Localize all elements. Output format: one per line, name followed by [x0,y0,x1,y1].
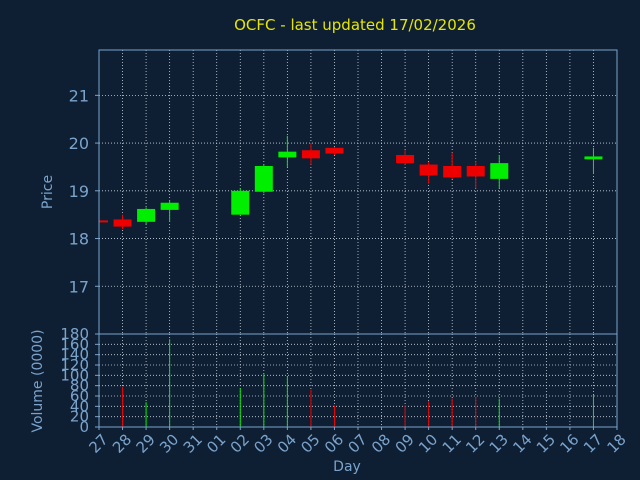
x-tick-label: 14 [509,431,535,457]
x-tick-label: 11 [439,431,465,457]
candle-body [466,165,485,177]
price-tick-label: 18 [69,230,89,249]
x-tick-label: 13 [486,431,512,457]
volume-axis-label: Volume (0000) [30,329,46,432]
x-tick-label: 12 [462,431,488,457]
price-grid [99,50,617,334]
x-tick-label: 05 [297,431,323,457]
volume-tick-label: 160 [60,335,89,353]
volume-tick-label: 40 [70,397,89,415]
x-tick-label: 01 [203,431,229,457]
price-panel: 17 18 19 20 21 Price [40,49,618,335]
candle-body [254,165,273,192]
x-tick-label: 06 [321,431,347,457]
x-tick-label: 31 [180,431,206,457]
candle-body [160,202,179,210]
candle-body [99,220,108,223]
volume-tick-label: 20 [70,408,89,426]
x-tick-label: 15 [533,431,559,457]
x-tick-label: 07 [344,431,370,457]
candle-body [419,164,438,176]
x-tick-label: 02 [227,431,253,457]
price-y-ticks: 17 18 19 20 21 [69,86,99,296]
x-tick-label: 29 [133,431,159,457]
candle-body [584,156,603,160]
chart-title: OCFC - last updated 17/02/2026 [234,16,476,34]
volume-bars [122,339,594,427]
volume-tick-label: 140 [60,346,89,364]
volume-tick-label: 100 [60,366,89,384]
price-tick-label: 21 [69,86,89,105]
volume-tick-label: 60 [70,387,89,405]
x-tick-label: 18 [603,431,629,457]
candle-body [396,155,415,164]
x-tick-label: 03 [250,431,276,457]
candle-body [137,208,156,222]
price-candles [98,135,603,229]
price-tick-label: 17 [69,277,89,296]
x-axis-ticks: 2728293031010203040506070809101112131415… [85,427,630,457]
candle-body [301,150,320,159]
x-tick-label: 30 [156,431,182,457]
volume-tick-label: 0 [79,418,89,436]
price-tick-label: 19 [69,182,89,201]
x-tick-label: 04 [274,431,300,457]
candle-body [231,190,250,215]
volume-grid [99,333,617,428]
candle-body [113,219,132,227]
volume-tick-label: 120 [60,356,89,374]
candle-body [443,165,462,178]
x-tick-label: 28 [109,431,135,457]
x-tick-label: 17 [580,431,606,457]
price-tick-label: 20 [69,134,89,153]
x-tick-label: 09 [392,431,418,457]
volume-tick-label: 80 [70,377,89,395]
x-axis-label: Day [333,459,361,475]
volume-tick-label: 180 [60,325,89,343]
x-tick-label: 27 [85,431,111,457]
x-tick-label: 08 [368,431,394,457]
candle-body [278,151,297,158]
price-axis-label: Price [40,175,56,209]
volume-plot-frame [98,333,618,428]
x-tick-label: 10 [415,431,441,457]
x-tick-label: 16 [556,431,582,457]
candle-body [325,147,344,154]
candle-body [490,163,509,179]
